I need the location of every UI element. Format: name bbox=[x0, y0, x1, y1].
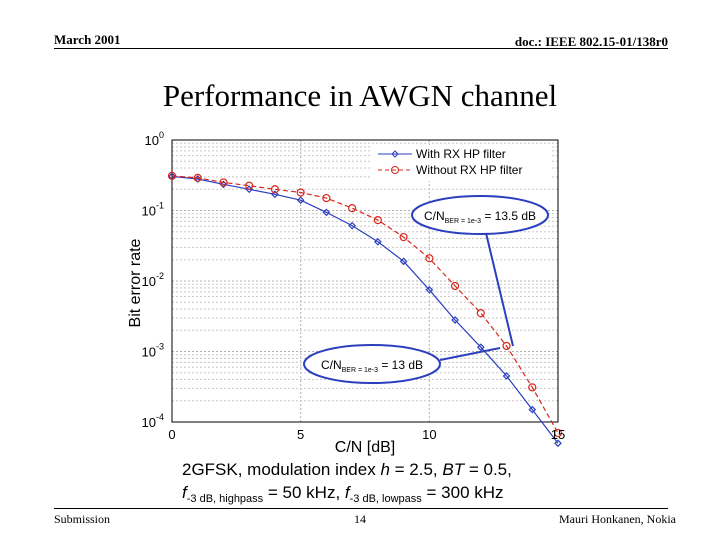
y-tick-label: 10-1 bbox=[142, 201, 164, 219]
data-point-1 bbox=[167, 171, 177, 180]
y-axis-label: Bit error rate bbox=[127, 238, 144, 327]
x-axis-label: C/N [dB] bbox=[335, 439, 395, 456]
data-point-1 bbox=[450, 281, 460, 291]
footer-author: Mauri Honkanen, Nokia bbox=[559, 512, 676, 526]
data-point-1 bbox=[245, 181, 254, 190]
plot-frame bbox=[171, 139, 559, 423]
data-point-0 bbox=[554, 439, 562, 448]
legend-label-without-filter: Without RX HP filter bbox=[416, 163, 522, 177]
legend-marker-circle bbox=[391, 166, 399, 174]
x-tick-label: 5 bbox=[297, 427, 304, 442]
data-point-0 bbox=[399, 257, 408, 266]
y-tick-label: 10-2 bbox=[142, 271, 164, 289]
data-point-1 bbox=[322, 193, 331, 203]
data-point-0 bbox=[476, 343, 485, 352]
annotation-ellipse-2 bbox=[303, 344, 441, 384]
data-point-0 bbox=[374, 237, 382, 246]
chart-ticks: 0 5 10 15 100 10-1 10-2 10-3 10-4 bbox=[142, 130, 566, 442]
data-point-0 bbox=[425, 285, 434, 294]
data-point-1 bbox=[348, 204, 357, 213]
annotation-pointer-1 bbox=[485, 232, 514, 347]
data-point-1 bbox=[270, 185, 280, 194]
data-point-1 bbox=[476, 309, 485, 318]
series-line-0 bbox=[171, 175, 559, 444]
data-point-1 bbox=[399, 232, 408, 242]
slide-title: Performance in AWGN channel bbox=[162, 78, 558, 113]
footer-submission: Submission bbox=[54, 512, 111, 526]
annotation-2: C/NBER = 1e-3 = 13 dB bbox=[303, 344, 501, 384]
annotation-text-1: C/NBER = 1e-3 = 13.5 dB bbox=[424, 209, 536, 225]
annotation-ellipse-1 bbox=[411, 195, 549, 235]
data-point-1 bbox=[553, 428, 563, 438]
data-point-1 bbox=[193, 173, 202, 183]
caption-line-1: 2GFSK, modulation index h = 2.5, BT = 0.… bbox=[182, 460, 512, 479]
annotation-pointer-2 bbox=[439, 347, 501, 361]
x-tick-label: 10 bbox=[422, 427, 436, 442]
legend: With RX HP filter Without RX HP filter bbox=[372, 145, 552, 181]
x-tick-label: 0 bbox=[168, 427, 175, 442]
y-tick-label: 10-3 bbox=[142, 342, 164, 360]
data-point-0 bbox=[348, 221, 356, 230]
series-line-1 bbox=[171, 175, 559, 434]
annotation-1: C/NBER = 1e-3 = 13.5 dB bbox=[411, 195, 549, 347]
legend-marker-diamond bbox=[391, 150, 399, 158]
data-point-0 bbox=[451, 316, 459, 324]
y-tick-label: 100 bbox=[145, 130, 164, 148]
header-doc-id: doc.: IEEE 802.15-01/138r0 bbox=[514, 34, 668, 49]
footer-rule bbox=[54, 508, 668, 509]
data-point-0 bbox=[296, 196, 305, 205]
data-point-1 bbox=[528, 383, 537, 392]
data-point-1 bbox=[219, 178, 228, 187]
annotation-text-2: C/NBER = 1e-3 = 13 dB bbox=[321, 358, 423, 374]
x-tick-label: 15 bbox=[551, 427, 565, 442]
header-date: March 2001 bbox=[54, 32, 121, 47]
caption-line-2: f-3 dB, highpass = 50 kHz, f-3 dB, lowpa… bbox=[182, 483, 504, 505]
data-point-0 bbox=[502, 372, 511, 380]
data-point-0 bbox=[219, 180, 228, 189]
data-point-1 bbox=[296, 188, 305, 197]
data-point-0 bbox=[322, 208, 331, 217]
chart-series bbox=[167, 171, 563, 448]
data-point-0 bbox=[528, 405, 537, 414]
data-point-1 bbox=[425, 254, 434, 263]
data-point-1 bbox=[502, 341, 511, 351]
data-point-1 bbox=[373, 216, 382, 225]
footer-page-number: 14 bbox=[354, 512, 366, 526]
y-tick-label: 10-4 bbox=[142, 412, 164, 430]
legend-label-with-filter: With RX HP filter bbox=[416, 147, 506, 161]
data-point-0 bbox=[271, 190, 279, 199]
header-rule bbox=[54, 48, 668, 49]
